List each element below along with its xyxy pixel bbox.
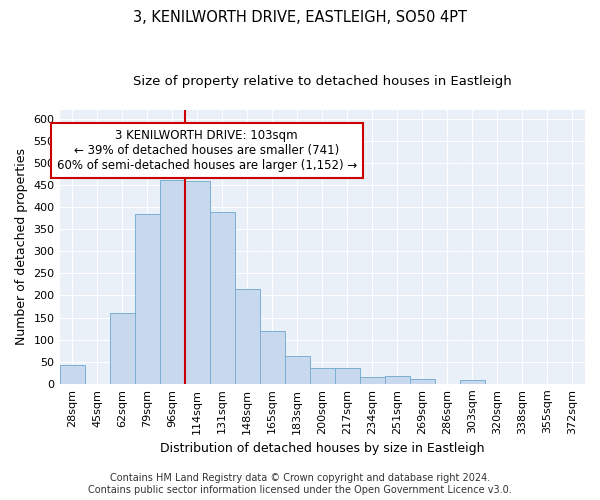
Bar — [385, 376, 410, 384]
Bar — [335, 368, 360, 384]
Bar — [410, 380, 435, 384]
Bar — [360, 377, 385, 384]
Bar — [134, 214, 160, 384]
Text: 3 KENILWORTH DRIVE: 103sqm
← 39% of detached houses are smaller (741)
60% of sem: 3 KENILWORTH DRIVE: 103sqm ← 39% of deta… — [56, 129, 357, 172]
Bar — [460, 380, 485, 384]
Bar — [285, 356, 310, 384]
Bar — [235, 289, 260, 384]
Text: Contains HM Land Registry data © Crown copyright and database right 2024.
Contai: Contains HM Land Registry data © Crown c… — [88, 474, 512, 495]
Y-axis label: Number of detached properties: Number of detached properties — [15, 148, 28, 346]
Bar — [260, 331, 285, 384]
Bar — [59, 366, 85, 384]
Text: 3, KENILWORTH DRIVE, EASTLEIGH, SO50 4PT: 3, KENILWORTH DRIVE, EASTLEIGH, SO50 4PT — [133, 10, 467, 25]
Title: Size of property relative to detached houses in Eastleigh: Size of property relative to detached ho… — [133, 75, 512, 88]
Bar — [110, 313, 134, 384]
Bar — [160, 180, 185, 384]
Bar — [185, 180, 209, 384]
Bar — [310, 368, 335, 384]
X-axis label: Distribution of detached houses by size in Eastleigh: Distribution of detached houses by size … — [160, 442, 485, 455]
Bar — [209, 212, 235, 384]
